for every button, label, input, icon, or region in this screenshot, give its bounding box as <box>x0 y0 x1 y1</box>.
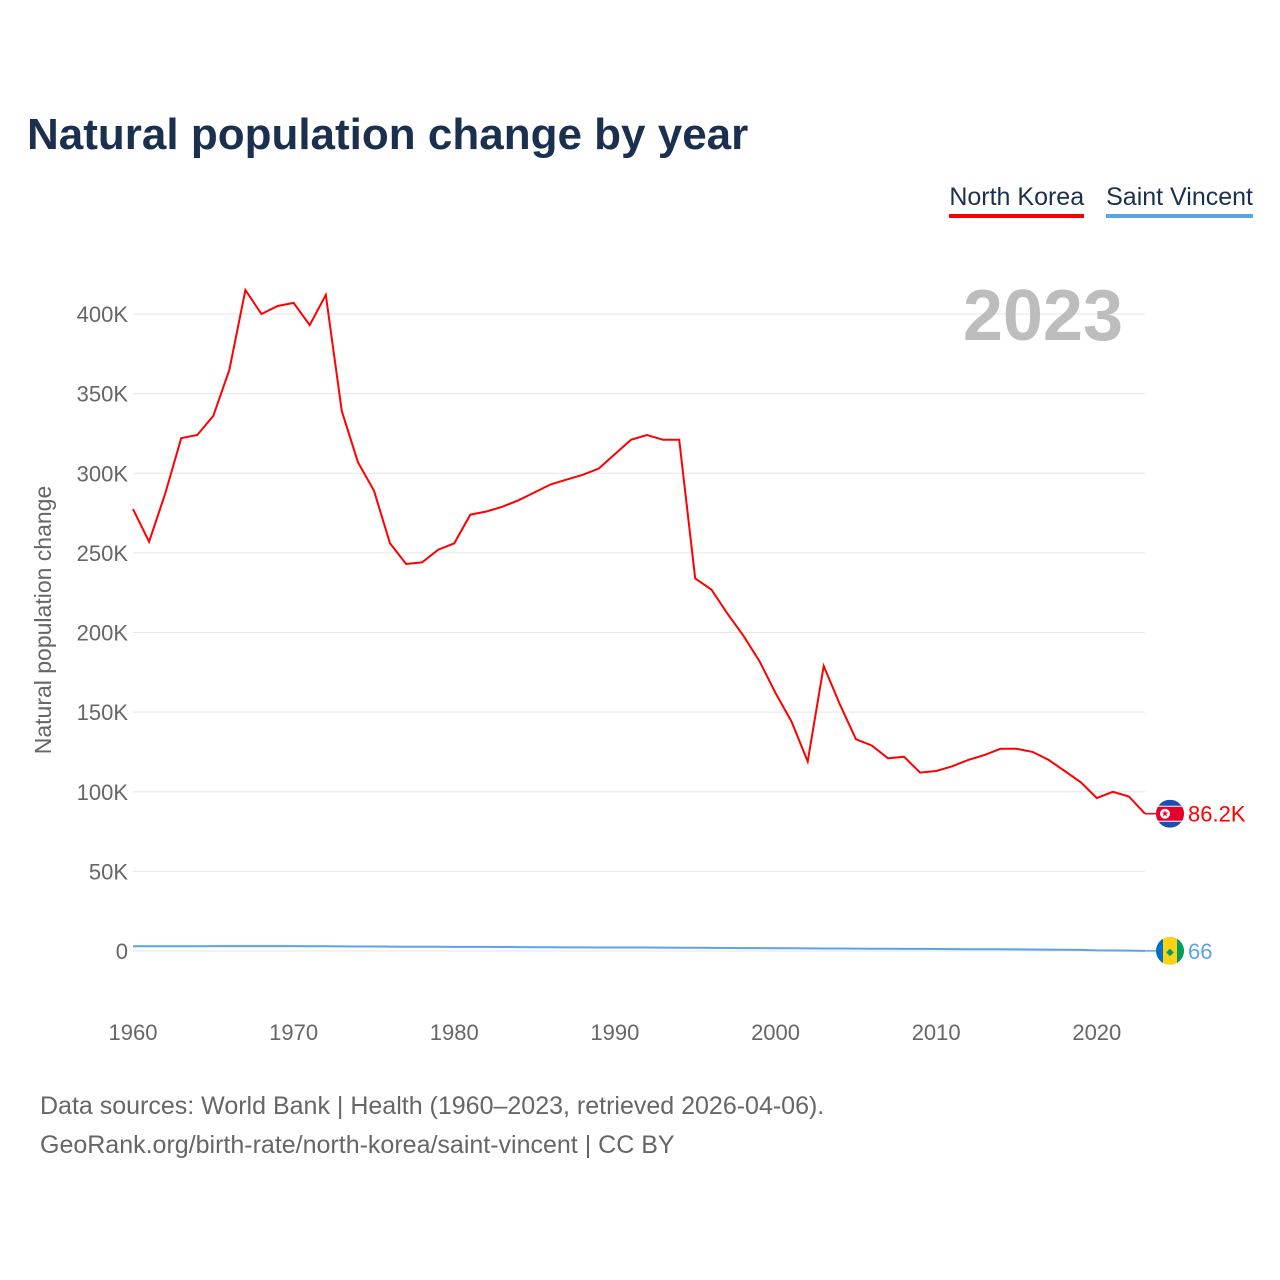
legend-north-korea[interactable]: North Korea <box>949 183 1085 218</box>
y-tick-label: 200K <box>77 621 129 646</box>
x-tick-label: 2000 <box>751 1020 800 1045</box>
x-tick-label: 2020 <box>1072 1020 1121 1045</box>
series-line-north-korea[interactable] <box>132 287 1146 815</box>
x-tick-label: 1980 <box>430 1020 479 1045</box>
y-tick-label: 300K <box>77 461 129 486</box>
north-korea-flag-icon: ★ <box>1156 799 1184 828</box>
y-tick-label: 400K <box>77 302 129 327</box>
end-value-label: 66 <box>1188 939 1212 964</box>
y-tick-label: 150K <box>77 700 129 725</box>
source-line-1: Data sources: World Bank | Health (1960–… <box>40 1092 825 1120</box>
saint-vincent-flag-icon: ◆ <box>1156 936 1184 965</box>
legend: North Korea Saint Vincent <box>949 183 1253 218</box>
y-tick-label: 50K <box>89 859 128 884</box>
y-tick-label: 350K <box>77 382 129 407</box>
x-tick-label: 2010 <box>912 1020 961 1045</box>
svg-text:◆: ◆ <box>1166 947 1174 958</box>
chart-title: Natural population change by year <box>27 110 749 159</box>
svg-text:★: ★ <box>1161 809 1169 819</box>
y-tick-label: 100K <box>77 780 129 805</box>
legend-saint-vincent[interactable]: Saint Vincent <box>1106 183 1253 218</box>
x-tick-label: 1990 <box>590 1020 639 1045</box>
y-axis-label: Natural population change <box>30 486 56 755</box>
source-line-2[interactable]: GeoRank.org/birth-rate/north-korea/saint… <box>40 1131 675 1159</box>
x-tick-label: 1960 <box>109 1020 158 1045</box>
source-note: Data sources: World Bank | Health (1960–… <box>40 1087 824 1165</box>
year-watermark: 2023 <box>963 276 1123 356</box>
y-tick-label: 250K <box>77 541 129 566</box>
series-line-saint-vincent[interactable] <box>133 945 1146 952</box>
end-value-label: 86.2K <box>1188 802 1246 827</box>
x-tick-label: 1970 <box>269 1020 318 1045</box>
y-tick-label: 0 <box>116 939 128 964</box>
